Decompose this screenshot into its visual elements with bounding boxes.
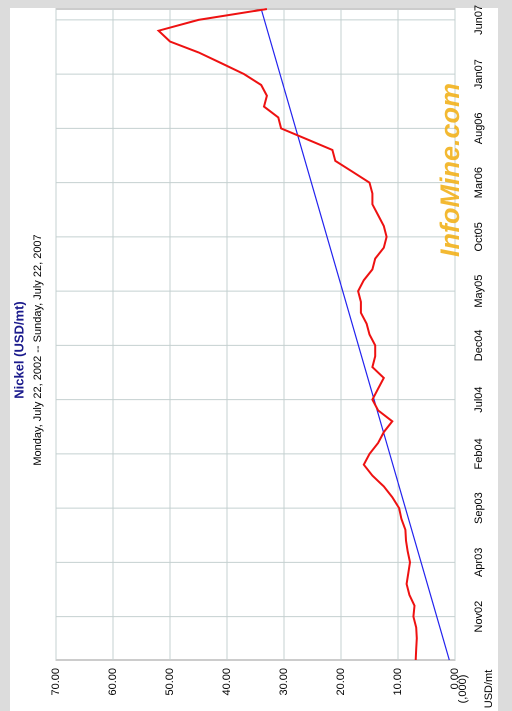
y-axis-label: (,000): [457, 675, 469, 704]
x-tick-label: Jul04: [473, 386, 485, 412]
price-line: [156, 8, 418, 661]
x-tick-label: May05: [473, 275, 485, 308]
x-tick-label: Jan07: [473, 59, 485, 89]
y-tick-label: 60.00: [107, 668, 119, 696]
x-tick-label: Oct05: [473, 222, 485, 251]
trend-line: [260, 8, 450, 661]
rotated-chart: Nickel (USD/mt) Monday, July 22, 2002 --…: [10, 5, 498, 711]
y-tick-label: 0.00: [449, 668, 461, 689]
x-tick-label: Apr03: [473, 548, 485, 577]
y-tick-label: 50.00: [164, 668, 176, 696]
chart-title: Nickel (USD/mt): [11, 301, 26, 399]
x-tick-label: Nov02: [473, 601, 485, 633]
y-tick-label: 20.00: [335, 668, 347, 696]
x-tick-label: Aug06: [473, 112, 485, 144]
x-tick-label: Dec04: [473, 329, 485, 361]
y-tick-label: 70.00: [50, 668, 62, 696]
x-tick-label: Sep03: [473, 492, 485, 524]
watermark: InfoMine.com: [435, 83, 465, 257]
y-tick-label: 10.00: [392, 668, 404, 696]
chart-subtitle: Monday, July 22, 2002 -- Sunday, July 22…: [32, 234, 44, 465]
x-tick-label: Mar06: [473, 167, 485, 198]
x-tick-label: Jun07: [473, 5, 485, 35]
y-tick-label: 40.00: [221, 668, 233, 696]
y-tick-label: 30.00: [278, 668, 290, 696]
x-tick-label: Feb04: [473, 438, 485, 469]
y-axis-label: USD/mt: [483, 670, 495, 709]
